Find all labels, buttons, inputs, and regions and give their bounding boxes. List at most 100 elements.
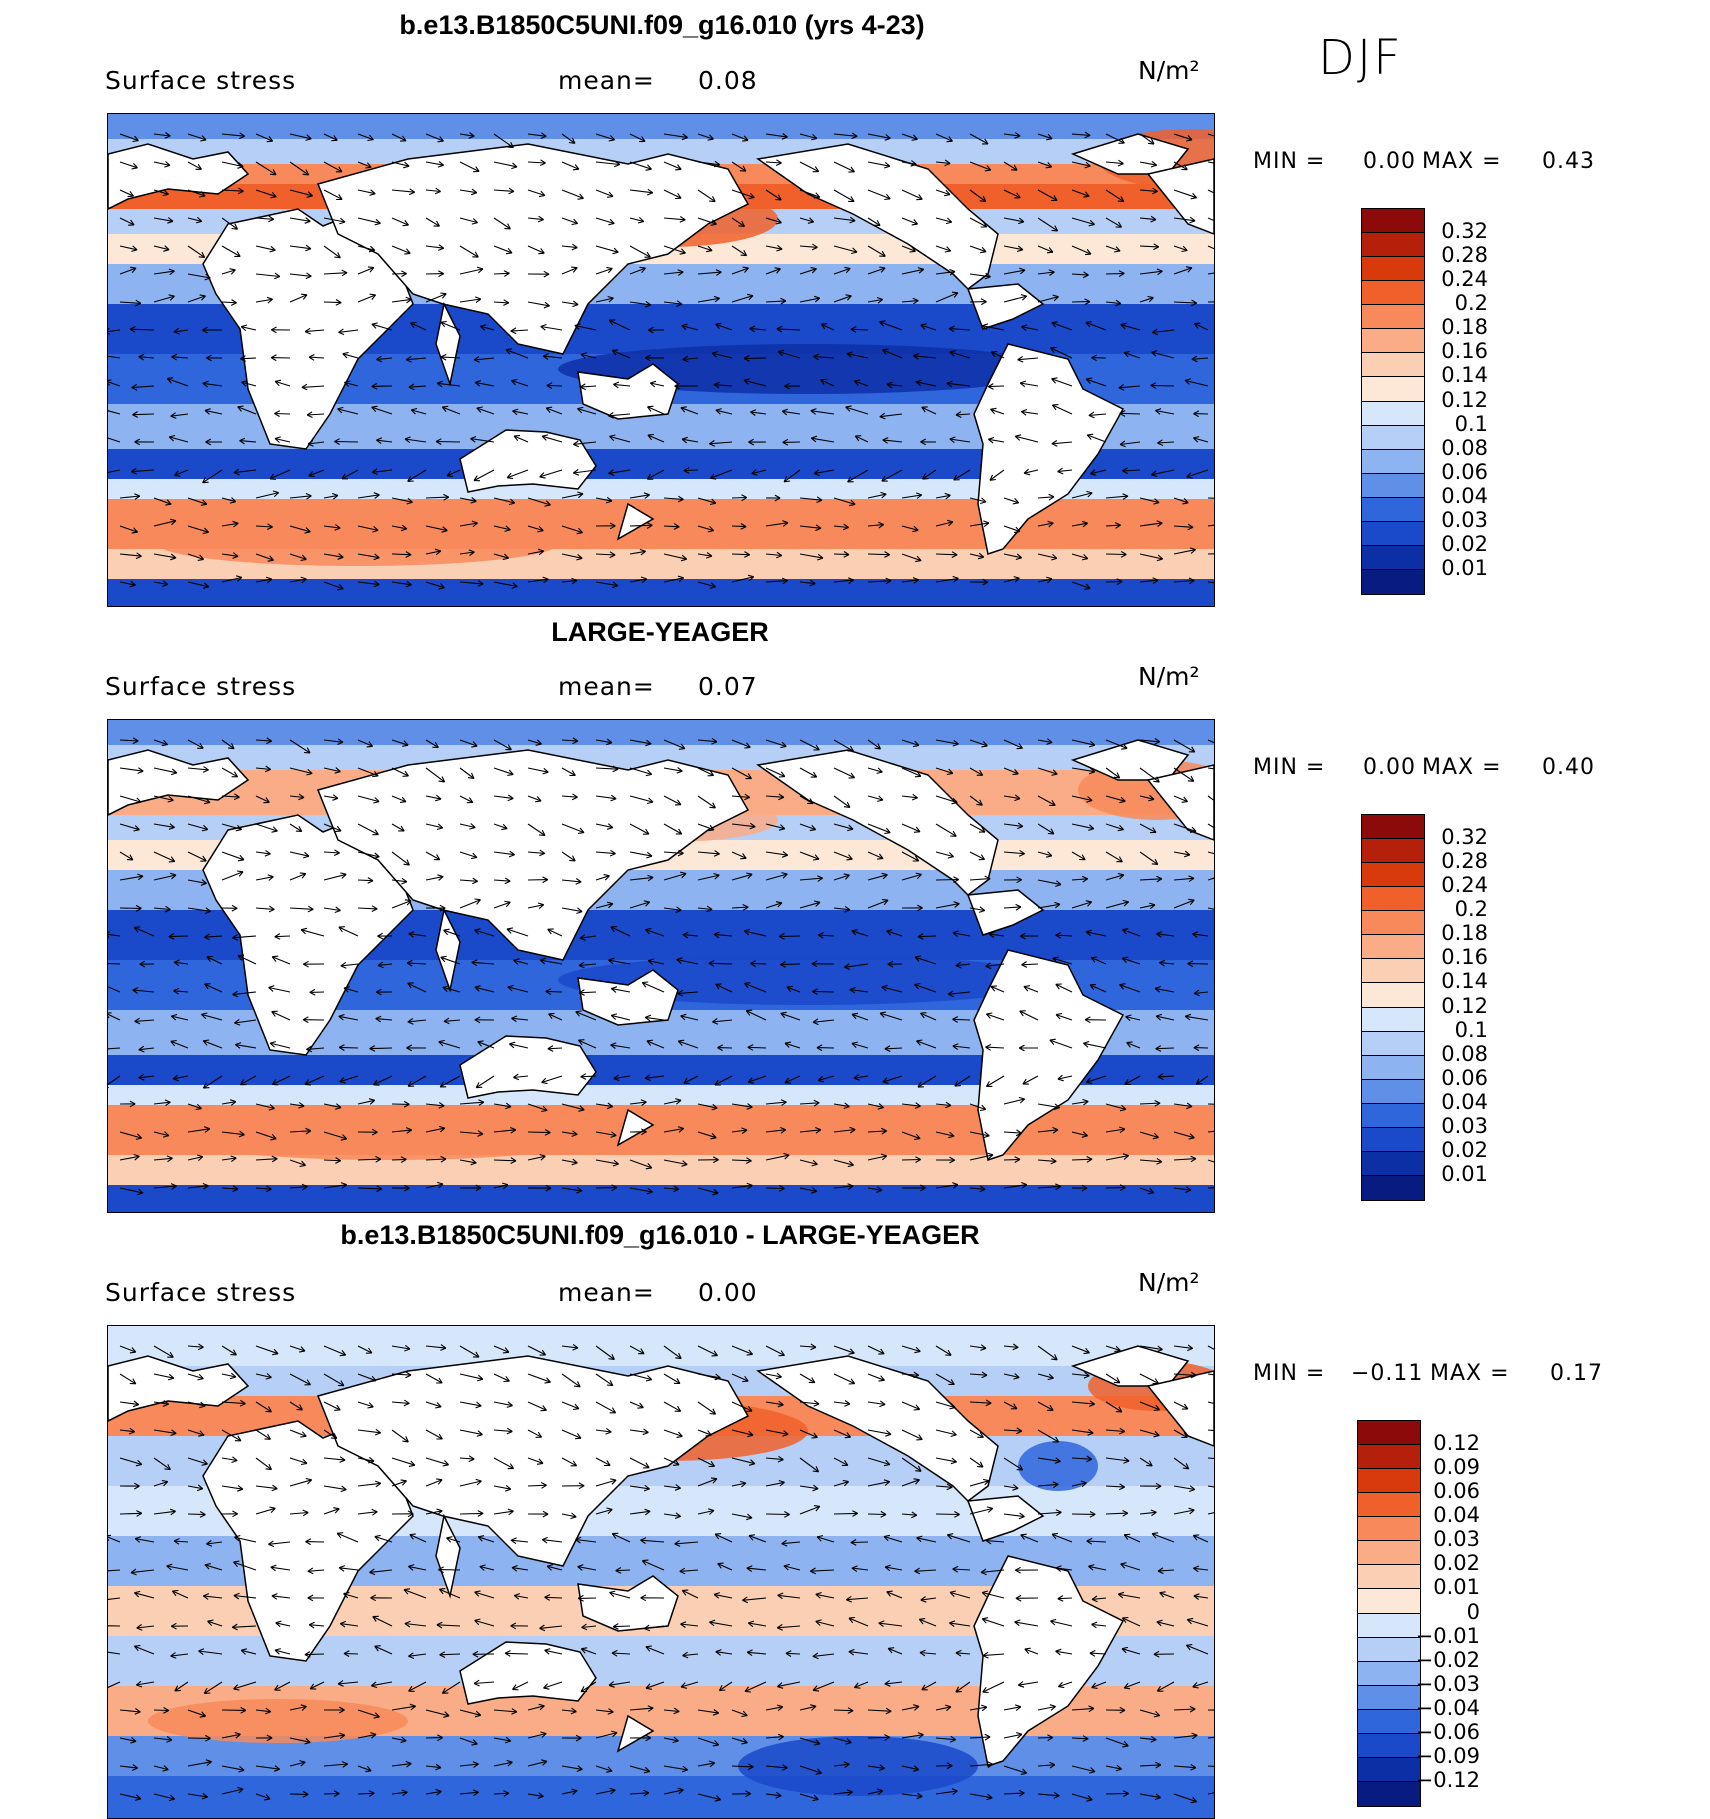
stress-vector: [274, 414, 290, 415]
stress-vector: [1151, 385, 1174, 386]
stress-vector: [834, 1710, 853, 1711]
stress-vector: [868, 554, 890, 555]
stress-vector: [1106, 582, 1122, 583]
stress-vector: [392, 554, 411, 555]
panel-2-min-label: MIN =: [1253, 755, 1325, 780]
panel-3-max-value: 0.17: [1550, 1361, 1603, 1386]
stress-vector: [851, 1542, 868, 1543]
stress-vector: [766, 1514, 790, 1515]
panel-2-title: LARGE-YEAGER: [551, 617, 769, 648]
colorbar-tick-label: 0.12: [1433, 1431, 1480, 1455]
stress-vector: [436, 442, 460, 443]
stress-vector: [120, 1513, 142, 1514]
stress-vector: [812, 992, 834, 993]
colorbar-tick-label: 0.12: [1441, 994, 1488, 1018]
stress-vector: [748, 1047, 766, 1048]
stress-band: [108, 1326, 1214, 1366]
stress-vector: [392, 1159, 406, 1160]
season-label: DJF: [1318, 30, 1403, 86]
colorbar-tick-label: 0.28: [1441, 849, 1488, 873]
stress-vector: [1208, 1104, 1214, 1105]
stress-vector: [902, 1160, 921, 1161]
colorbar-tick-label: 0: [1467, 1600, 1480, 1624]
stress-vector: [684, 470, 698, 471]
colorbar-tick-label: 0.01: [1441, 556, 1488, 580]
stress-vector: [766, 1188, 785, 1189]
stress-vector: [868, 1737, 890, 1738]
stress-vector: [868, 1514, 886, 1515]
stress-vector: [494, 273, 509, 274]
stress-vector: [1038, 1738, 1053, 1739]
colorbar-tick-label: 0.04: [1441, 484, 1488, 508]
stress-vector: [546, 991, 562, 992]
stress-anomaly: [158, 522, 558, 566]
colorbar-tick-label: 0.24: [1441, 267, 1488, 291]
colorbar-tick-label: 0.1: [1455, 412, 1488, 436]
stress-vector: [505, 1653, 528, 1654]
panel-3-max-label: MAX =: [1430, 1361, 1510, 1386]
stress-band: [108, 114, 1214, 139]
stress-band: [108, 579, 1214, 606]
stress-vector: [732, 526, 746, 527]
panel-1-map: [107, 113, 1215, 607]
stress-vector: [988, 386, 1004, 387]
colorbar-tick-label: −0.12: [1416, 1768, 1480, 1792]
colorbar-tick-label: −0.09: [1416, 1744, 1480, 1768]
panel-1-mean-label: mean=: [558, 66, 655, 95]
colorbar-tick-label: 0.03: [1441, 508, 1488, 532]
stress-vector: [786, 1653, 800, 1654]
stress-vector: [324, 1794, 339, 1795]
panel-3-mean-label: mean=: [558, 1278, 655, 1307]
colorbar-tick-label: −0.01: [1416, 1624, 1480, 1648]
stress-vector: [545, 1597, 562, 1598]
stress-vector: [1156, 1048, 1174, 1049]
stress-vector: [1120, 413, 1140, 414]
panel-3-units: N/m²: [1138, 1268, 1200, 1297]
panel-3-min-value: −0.11: [1351, 1361, 1423, 1386]
panel-3-mean-value: 0.00: [698, 1278, 758, 1307]
stress-vector: [133, 414, 155, 415]
stress-vector: [834, 1513, 858, 1514]
stress-vector: [154, 1710, 169, 1711]
panel-1-min-value: 0.00: [1363, 149, 1416, 174]
stress-vector: [1106, 1188, 1125, 1189]
colorbar-tick-label: 0.32: [1441, 825, 1488, 849]
stress-vector: [169, 936, 188, 937]
colorbar-tick-label: 0.32: [1441, 219, 1488, 243]
colorbar-tick-label: 0.14: [1441, 363, 1488, 387]
colorbar-tick-label: 0.06: [1441, 460, 1488, 484]
stress-vector: [613, 1626, 630, 1627]
panel-2-map: [107, 719, 1215, 1213]
colorbar-tick-label: 0.18: [1441, 921, 1488, 945]
colorbar-tick-label: 0.02: [1441, 1138, 1488, 1162]
stress-vector: [188, 1514, 205, 1515]
panel-2-min-value: 0.00: [1363, 755, 1416, 780]
colorbar-tick-label: 0.03: [1441, 1114, 1488, 1138]
stress-band: [108, 1776, 1214, 1818]
colorbar-tick-label: 0.16: [1441, 339, 1488, 363]
colorbar-tick-label: 0.12: [1441, 388, 1488, 412]
panel-1-mean-value: 0.08: [698, 66, 758, 95]
panel-2-max-label: MAX =: [1422, 755, 1502, 780]
stress-vector: [324, 1160, 341, 1161]
panel-2-units: N/m²: [1138, 662, 1200, 691]
stress-vector: [732, 554, 750, 555]
colorbar-tick-label: 0.08: [1441, 436, 1488, 460]
colorbar-tick-label: −0.04: [1416, 1696, 1480, 1720]
colorbar-tick-label: 0.04: [1441, 1090, 1488, 1114]
stress-vector: [709, 963, 732, 964]
panel-2-variable: Surface stress: [105, 672, 296, 701]
colorbar-tick-label: 0.16: [1441, 945, 1488, 969]
colorbar-tick-label: 0.09: [1433, 1455, 1480, 1479]
colorbar-tick-label: 0.14: [1441, 969, 1488, 993]
stress-vector: [370, 1048, 392, 1049]
stress-vector: [779, 936, 800, 937]
stress-vector: [1058, 1598, 1072, 1599]
colorbar-tick-label: 0.24: [1441, 873, 1488, 897]
colorbar-tick-label: 0.28: [1441, 243, 1488, 267]
colorbar-tick-label: 0.2: [1455, 897, 1488, 921]
colorbar-tick-label: 0.2: [1455, 291, 1488, 315]
colorbar-tick-label: 0.08: [1441, 1042, 1488, 1066]
